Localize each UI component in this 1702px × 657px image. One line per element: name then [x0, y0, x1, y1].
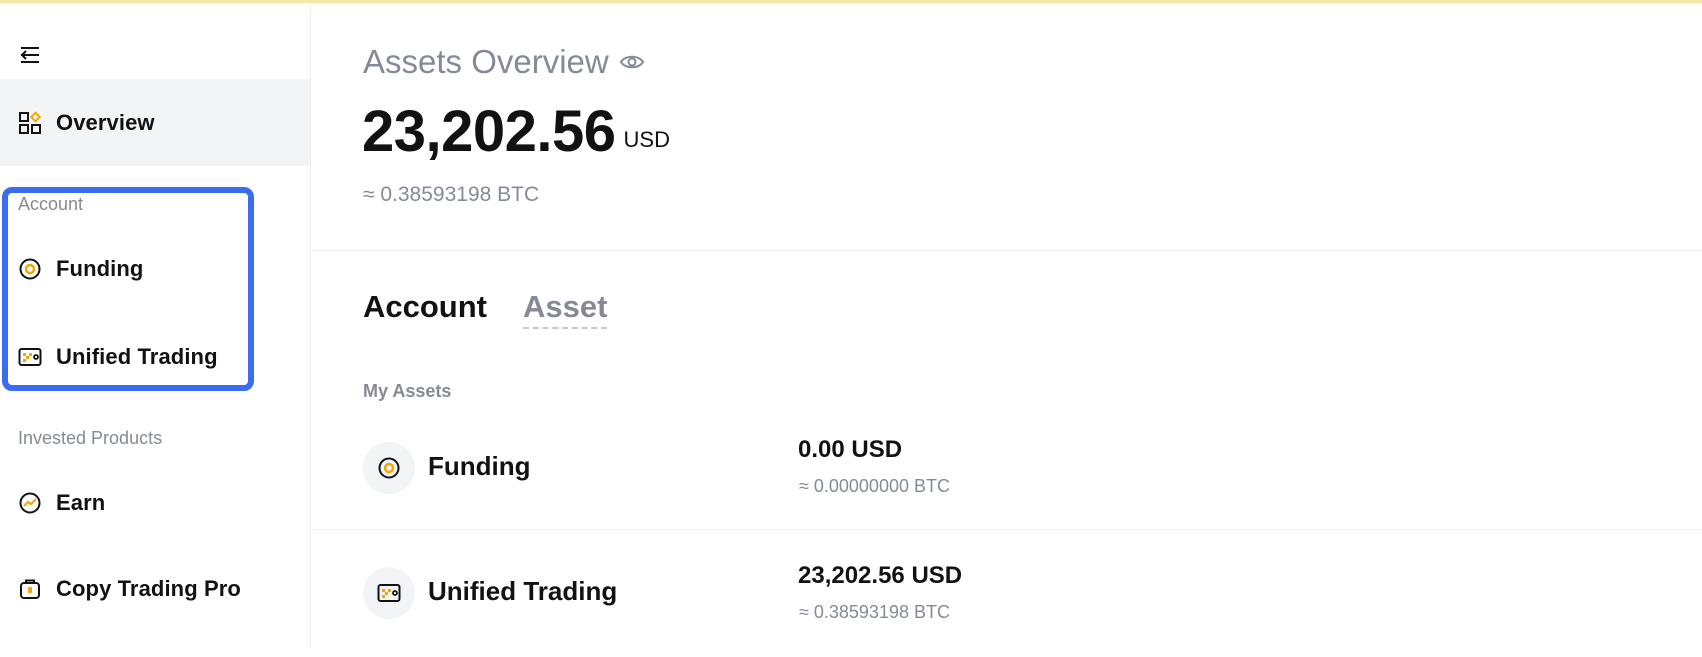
asset-amount: 0.00 USD [798, 436, 903, 463]
sidebar: Overview Account Funding Unified Trading… [0, 3, 311, 648]
funding-coin-icon [363, 442, 415, 494]
section-label-account: Account [18, 194, 84, 214]
sidebar-item-label: Earn [56, 490, 106, 515]
asset-name: Unified Trading [428, 576, 618, 606]
sidebar-item-overview[interactable]: Overview [0, 79, 310, 166]
tab-account[interactable]: Account [363, 289, 487, 324]
total-balance: 23,202.56 USD [362, 103, 670, 161]
sidebar-item-label: Copy Trading Pro [56, 576, 241, 601]
main-content: Assets Overview 23,202.56 USD ≈ 0.385931… [312, 3, 1702, 648]
copy-trading-icon [18, 577, 42, 601]
sidebar-item-label: Overview [56, 109, 155, 135]
eye-icon[interactable] [619, 53, 645, 71]
asset-row-funding[interactable]: Funding 0.00 USD ≈ 0.00000000 BTC [312, 421, 1702, 531]
balance-value: 23,202.56 [362, 99, 616, 164]
collapse-left-icon[interactable] [18, 43, 42, 67]
funding-coin-icon [18, 257, 42, 281]
sidebar-item-unified-trading[interactable]: Unified Trading [0, 325, 310, 389]
sidebar-item-copy-trading-pro[interactable]: Copy Trading Pro [0, 557, 310, 621]
asset-name: Funding [428, 451, 531, 481]
sidebar-item-label: Unified Trading [56, 344, 218, 369]
my-assets-label: My Assets [363, 381, 452, 401]
assets-overview-header: Assets Overview [363, 43, 645, 81]
balance-btc-equivalent: ≈ 0.38593198 BTC [363, 183, 540, 206]
balance-currency: USD [623, 127, 670, 152]
asset-row-unified-trading[interactable]: Unified Trading 23,202.56 USD ≈ 0.385931… [312, 547, 1702, 657]
row-divider [312, 529, 1702, 530]
unified-trading-icon [363, 567, 415, 619]
overview-grid-icon [18, 110, 42, 135]
section-label-invested-products: Invested Products [18, 428, 163, 448]
sidebar-item-label: Funding [56, 256, 144, 281]
unified-trading-icon [18, 345, 42, 369]
asset-amount: 23,202.56 USD [798, 562, 963, 589]
top-accent-strip [0, 0, 1702, 3]
tab-asset[interactable]: Asset [523, 289, 608, 329]
asset-btc-equivalent: ≈ 0.00000000 BTC [799, 476, 950, 496]
earn-icon [18, 491, 42, 515]
sidebar-item-funding[interactable]: Funding [0, 237, 310, 301]
section-divider [312, 250, 1702, 251]
asset-btc-equivalent: ≈ 0.38593198 BTC [799, 602, 950, 622]
page-title: Assets Overview [363, 43, 609, 80]
sidebar-item-earn[interactable]: Earn [0, 471, 310, 535]
